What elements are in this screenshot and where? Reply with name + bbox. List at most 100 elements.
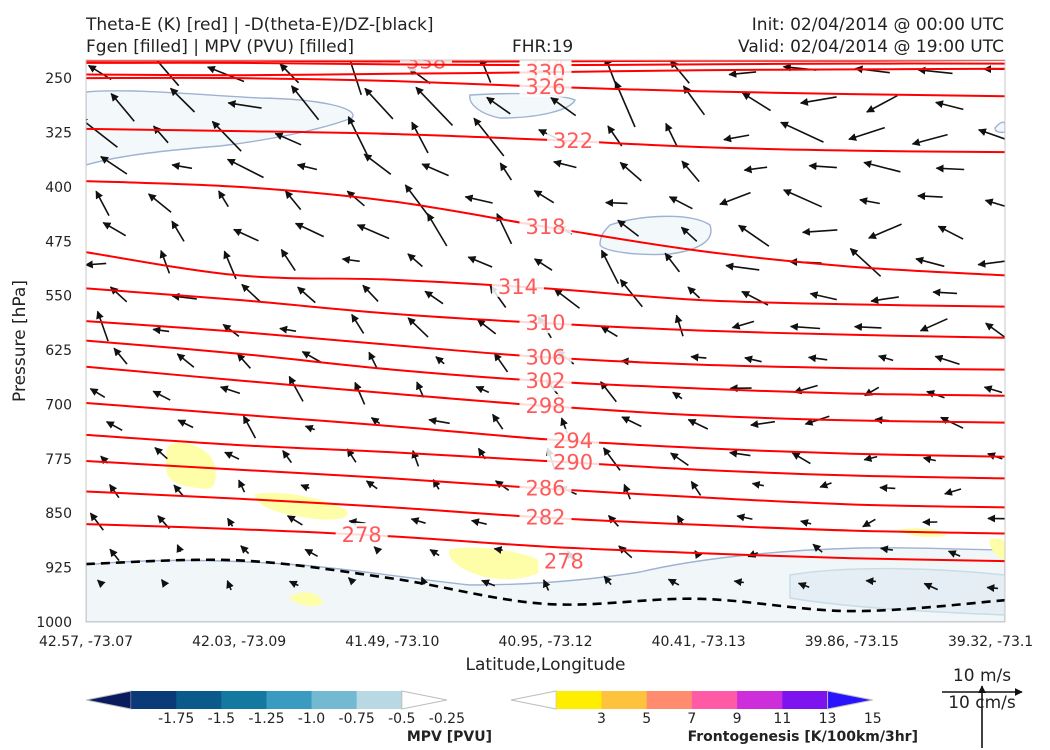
wind-vector bbox=[218, 190, 229, 208]
mpv-colorbar-segment bbox=[221, 691, 267, 709]
chart-title-line1: Theta-E (K) [red] | -D(theta-E)/DZ-[blac… bbox=[86, 15, 434, 35]
y-tick-label: 625 bbox=[45, 343, 72, 359]
wind-vector bbox=[719, 191, 751, 206]
wind-vector bbox=[435, 356, 445, 365]
wind-vector bbox=[690, 353, 707, 362]
wind-vector bbox=[618, 545, 633, 559]
contour-label-bg bbox=[547, 428, 600, 451]
fgen-region-4 bbox=[288, 592, 323, 607]
wind-vector bbox=[211, 120, 242, 152]
wind-vector bbox=[95, 190, 110, 216]
wind-vector bbox=[617, 219, 640, 237]
theta-e-contour-label: 318 bbox=[525, 215, 565, 239]
wind-vector bbox=[242, 415, 257, 439]
wind-vector bbox=[917, 66, 953, 75]
mpv-colorbar-segment bbox=[266, 691, 313, 709]
contour-label-bg bbox=[400, 60, 453, 72]
wind-vector bbox=[171, 162, 193, 171]
wind-vector bbox=[808, 162, 837, 171]
wind-vector bbox=[621, 416, 642, 428]
wind-vector bbox=[879, 483, 896, 492]
wind-vector bbox=[922, 455, 936, 464]
wind-vector bbox=[877, 354, 894, 362]
wind-vector bbox=[934, 354, 960, 366]
wind-vector bbox=[152, 390, 171, 401]
y-tick-label: 250 bbox=[45, 71, 72, 87]
wind-vector bbox=[415, 86, 454, 126]
theta-e-contour-label: 286 bbox=[525, 477, 565, 501]
wind-vector bbox=[97, 579, 106, 589]
wind-vector bbox=[807, 354, 828, 363]
fgen-colorbar-segment bbox=[601, 691, 648, 709]
contour-label-bg bbox=[519, 505, 572, 528]
fgen-colorbar-tick-label: 9 bbox=[733, 711, 742, 727]
mpv-region-right-edge bbox=[994, 121, 1005, 134]
theta-e-contour-label: 294 bbox=[553, 429, 593, 453]
wind-vector bbox=[476, 319, 497, 335]
colorbars: -1.75 -1.5 -1.25 -1.0 -0.75 -0.5 -0.25 MPV [PVU… bbox=[85, 690, 918, 745]
plot-frame bbox=[85, 59, 1006, 623]
fgen-colorbar-tick-label: 3 bbox=[597, 711, 606, 727]
x-tick-label: 39.86, -73.15 bbox=[805, 634, 899, 650]
wind-vector bbox=[865, 577, 876, 586]
wind-vector bbox=[368, 351, 378, 370]
mpv-colorbar-tick-label: -1.75 bbox=[158, 711, 194, 727]
wind-reference-vertical-label: 10 cm/s bbox=[948, 693, 1016, 713]
fgen-colorbar-tick-label: 11 bbox=[773, 711, 791, 727]
theta-e-contour-label: 290 bbox=[553, 451, 593, 475]
wind-vector bbox=[362, 284, 379, 302]
wind-vector bbox=[600, 326, 618, 338]
fgen-colorbar-segment bbox=[556, 691, 602, 709]
wind-vector bbox=[110, 92, 135, 122]
wind-vector bbox=[744, 355, 762, 364]
dtheta-dz-zero-line bbox=[86, 558, 1005, 613]
wind-vector bbox=[349, 60, 363, 96]
wind-vector bbox=[602, 447, 621, 471]
wind-vector bbox=[159, 249, 171, 274]
theta-e-contour-label: 282 bbox=[525, 506, 565, 530]
wind-vector bbox=[690, 480, 702, 496]
contour-label-bg bbox=[537, 549, 590, 572]
wind-vector bbox=[89, 512, 104, 531]
mpv-colorbar-tick-label: -1.5 bbox=[208, 711, 235, 727]
mpv-colorbar-segment bbox=[311, 691, 358, 709]
x-axis-label: Latitude,Longitude bbox=[466, 655, 626, 675]
wind-vector bbox=[919, 318, 948, 332]
wind-vector bbox=[751, 480, 764, 489]
x-tick-label: 42.03, -73.09 bbox=[192, 634, 286, 650]
theta-e-contour-label: 338 bbox=[406, 49, 446, 73]
y-tick-label: 325 bbox=[45, 126, 72, 142]
x-tick-label: 40.95, -73.12 bbox=[498, 634, 592, 650]
mpv-colorbar-tick-label: -1.0 bbox=[298, 711, 325, 727]
wind-vector bbox=[947, 550, 961, 558]
wind-vector bbox=[729, 449, 751, 458]
wind-vector bbox=[227, 100, 262, 109]
wind-vector bbox=[236, 353, 251, 369]
wind-vector bbox=[863, 454, 878, 462]
contour-label-bg bbox=[519, 74, 572, 97]
wind-vector bbox=[429, 549, 440, 557]
x-tick-label: 40.41, -73.13 bbox=[652, 634, 746, 650]
wind-vector bbox=[667, 578, 680, 587]
x-tick-label: 39.32, -73.1 bbox=[948, 634, 1033, 650]
contour-label-bg bbox=[519, 369, 572, 392]
wind-vector bbox=[862, 518, 876, 528]
wind-vector bbox=[866, 94, 898, 113]
wind-vector bbox=[241, 283, 261, 303]
wind-vector bbox=[665, 122, 678, 147]
y-tick-label: 850 bbox=[45, 506, 72, 522]
wind-vector bbox=[426, 212, 448, 247]
wind-vector bbox=[736, 513, 753, 522]
wind-vector bbox=[533, 190, 555, 204]
wind-vector bbox=[290, 85, 320, 121]
wind-vector bbox=[170, 87, 196, 113]
y-axis-label: Pressure [hPa] bbox=[10, 280, 30, 402]
y-tick-label: 700 bbox=[45, 397, 72, 413]
wind-vector bbox=[373, 546, 383, 555]
wind-vector bbox=[863, 160, 901, 173]
fgen-colorbar-extend-low bbox=[510, 690, 557, 710]
wind-vector bbox=[227, 517, 235, 527]
wind-vector bbox=[176, 353, 195, 368]
y-tick-label: 475 bbox=[45, 234, 72, 250]
wind-vector bbox=[363, 153, 392, 175]
